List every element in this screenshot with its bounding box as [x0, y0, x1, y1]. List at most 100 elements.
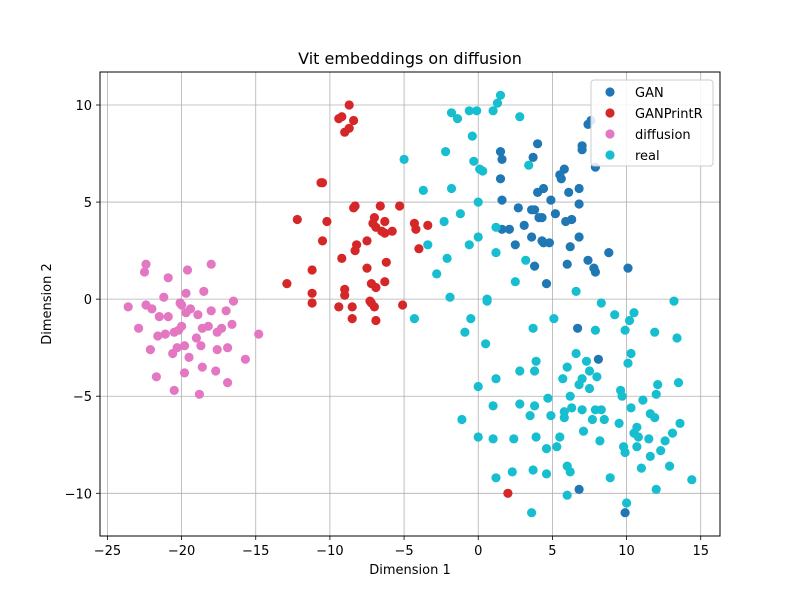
data-point: [199, 286, 209, 296]
data-point: [584, 366, 595, 376]
data-point: [527, 508, 537, 518]
data-point: [528, 152, 538, 162]
data-point: [538, 238, 549, 248]
data-point: [584, 383, 595, 394]
data-point: [495, 90, 506, 100]
data-point: [565, 467, 575, 477]
data-point: [307, 265, 317, 275]
data-point: [414, 244, 424, 254]
data-point: [495, 174, 506, 184]
data-point: [622, 498, 632, 508]
data-point: [221, 306, 231, 316]
data-point: [206, 259, 216, 269]
x-tick-label: −25: [94, 544, 121, 559]
x-tick-label: −10: [316, 544, 343, 559]
y-tick-label: −10: [65, 487, 92, 502]
data-point: [240, 354, 250, 364]
data-point: [623, 358, 633, 368]
data-point: [369, 302, 379, 312]
data-point: [558, 374, 568, 384]
data-point: [571, 348, 581, 359]
data-point: [350, 246, 360, 256]
data-point: [541, 279, 552, 289]
data-point: [212, 345, 222, 355]
legend: GAN GANPrintR diffusion real: [590, 79, 714, 167]
data-point: [504, 224, 514, 234]
data-point: [571, 286, 581, 296]
data-point: [528, 323, 538, 333]
data-point: [455, 209, 465, 219]
data-point: [665, 461, 675, 471]
data-point: [541, 469, 552, 479]
data-point: [481, 339, 491, 349]
data-point: [177, 300, 187, 310]
data-point: [491, 473, 501, 483]
data-point: [507, 467, 517, 477]
data-point: [347, 302, 357, 312]
data-point: [577, 405, 587, 415]
series-ganprintr: [282, 100, 513, 498]
data-point: [543, 393, 553, 403]
data-point: [620, 325, 630, 335]
data-point: [620, 508, 630, 518]
data-point: [399, 154, 409, 164]
data-point: [562, 362, 572, 372]
data-point: [509, 434, 519, 444]
data-point: [282, 279, 292, 289]
data-point: [595, 436, 605, 446]
data-point: [573, 323, 583, 333]
data-point: [593, 354, 604, 364]
data-point: [344, 123, 354, 133]
data-point: [515, 366, 525, 376]
data-point: [206, 306, 216, 316]
data-point: [650, 413, 660, 423]
data-point: [675, 418, 685, 428]
data-point: [596, 405, 606, 415]
data-point: [317, 236, 328, 246]
data-point: [381, 257, 391, 267]
data-point: [159, 292, 169, 302]
legend-label: GAN: [635, 86, 664, 101]
data-point: [153, 331, 163, 341]
data-point: [457, 414, 467, 425]
data-point: [387, 226, 397, 236]
data-point: [629, 308, 639, 318]
data-point: [145, 345, 155, 355]
data-point: [395, 201, 405, 211]
data-point: [228, 296, 239, 306]
data-point: [172, 343, 182, 353]
data-point: [531, 356, 541, 366]
data-point: [527, 205, 537, 215]
data-point: [163, 273, 173, 283]
data-point: [653, 380, 663, 390]
data-point: [369, 213, 379, 223]
data-point: [181, 288, 191, 298]
data-point: [510, 277, 520, 287]
data-point: [350, 201, 360, 211]
data-point: [617, 391, 627, 401]
legend-label: diffusion: [635, 128, 691, 143]
data-point: [196, 341, 206, 351]
data-point: [184, 352, 194, 362]
data-point: [574, 484, 584, 494]
data-point: [340, 290, 350, 300]
data-point: [467, 131, 477, 141]
data-point: [620, 447, 630, 458]
data-point: [638, 395, 648, 405]
data-point: [174, 325, 184, 335]
data-point: [624, 315, 635, 326]
data-point: [466, 314, 476, 324]
data-point: [488, 434, 498, 444]
data-point: [530, 401, 540, 411]
data-point: [583, 255, 593, 265]
data-point: [510, 240, 520, 250]
data-point: [371, 282, 381, 293]
legend-label: GANPrintR: [635, 107, 703, 122]
data-point: [362, 263, 372, 273]
data-point: [521, 255, 531, 265]
data-point: [307, 298, 317, 308]
data-point: [632, 442, 642, 452]
data-point: [533, 139, 543, 149]
data-point: [574, 380, 584, 390]
